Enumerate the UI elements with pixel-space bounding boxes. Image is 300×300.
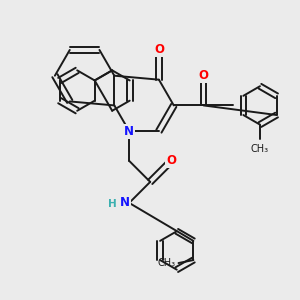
Text: O: O — [199, 69, 208, 82]
Text: CH₃: CH₃ — [158, 258, 175, 268]
Text: CH₃: CH₃ — [251, 144, 269, 154]
Text: O: O — [166, 154, 176, 167]
Text: H: H — [109, 200, 117, 209]
Text: N: N — [124, 125, 134, 138]
Text: N: N — [120, 196, 130, 209]
Text: O: O — [154, 44, 164, 56]
